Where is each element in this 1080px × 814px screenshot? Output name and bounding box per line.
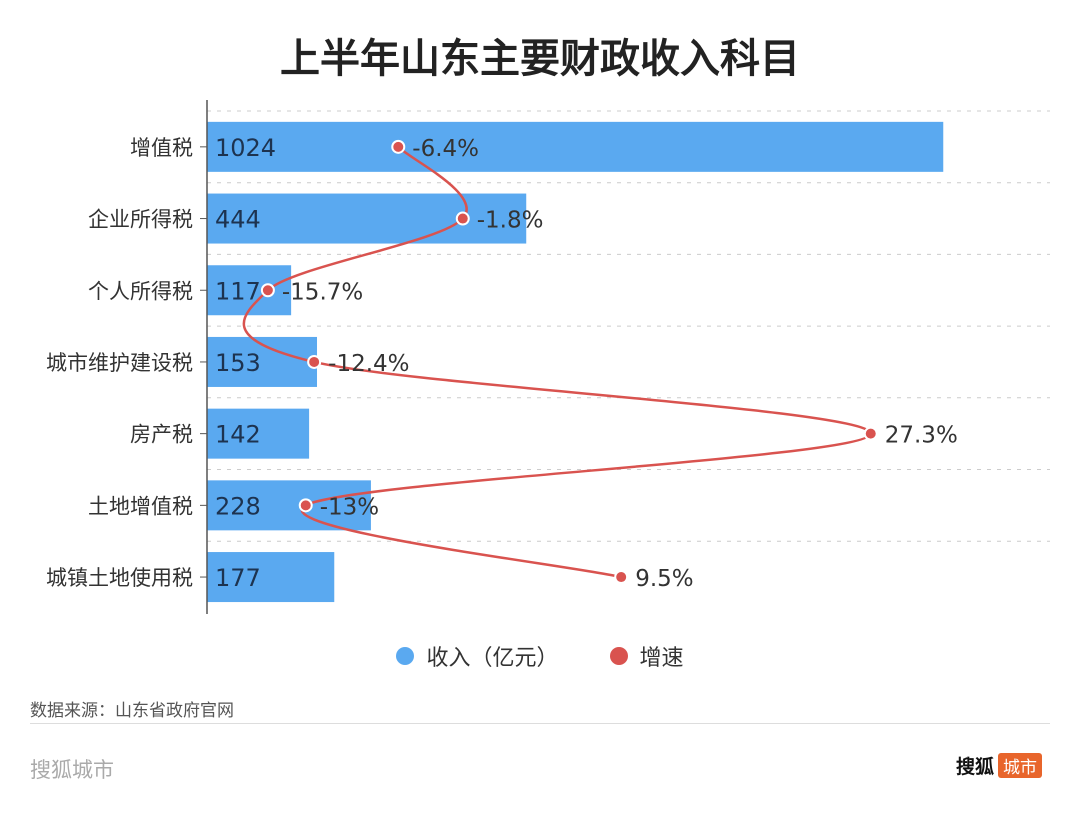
bar-value-label: 177 xyxy=(215,564,261,592)
growth-point xyxy=(455,211,470,226)
bar xyxy=(207,121,944,172)
brand-logo-tag: 城市 xyxy=(998,753,1043,778)
growth-point xyxy=(614,570,629,585)
growth-point xyxy=(298,498,313,513)
divider xyxy=(30,723,1050,724)
growth-value-label: 9.5% xyxy=(635,566,693,592)
growth-point xyxy=(307,354,322,369)
bar-value-label: 444 xyxy=(215,206,261,234)
growth-value-label: 27.3% xyxy=(885,423,958,449)
brand-text: 搜狐城市 xyxy=(30,758,114,782)
growth-value-label: -13% xyxy=(320,494,379,520)
legend-item-growth[interactable]: 增速 xyxy=(609,640,684,672)
bar-value-label: 1024 xyxy=(215,134,276,162)
category-label: 土地增值税 xyxy=(88,494,193,518)
chart-plot: 增值税 1024 企业所得税 444 个人所得税 117 城市维护建设税 153 房产税 142 土… xyxy=(46,100,1050,614)
bar xyxy=(207,552,335,603)
bar-value-label: 153 xyxy=(215,349,261,377)
brand-logo: 搜狐 城市 xyxy=(956,752,1043,779)
growth-point xyxy=(260,283,275,298)
growth-point xyxy=(391,139,406,154)
category-label: 房产税 xyxy=(130,423,193,447)
bar xyxy=(207,265,292,316)
legend-label: 收入（亿元） xyxy=(426,646,559,671)
growth-point xyxy=(863,426,878,441)
growth-value-label: -1.8% xyxy=(477,208,544,234)
legend-label: 增速 xyxy=(639,646,684,671)
category-label: 增值税 xyxy=(130,136,193,160)
category-label: 个人所得税 xyxy=(88,279,193,303)
growth-value-label: -6.4% xyxy=(412,136,479,162)
growth-value-label: -15.7% xyxy=(282,279,363,305)
bar xyxy=(207,480,371,531)
category-label: 城市维护建设税 xyxy=(46,351,193,375)
bar-value-label: 142 xyxy=(215,421,261,449)
chart-title: 上半年山东主要财政收入科目 xyxy=(280,36,800,82)
source-note: 数据来源：山东省政府官网 xyxy=(30,701,234,721)
category-label: 企业所得税 xyxy=(88,208,193,232)
legend-swatch-icon xyxy=(396,647,415,665)
category-label: 城镇土地使用税 xyxy=(46,566,193,590)
bar-value-label: 117 xyxy=(215,277,261,305)
growth-value-label: -12.4% xyxy=(328,351,409,377)
brand-logo-name: 搜狐 xyxy=(956,756,995,778)
bar-value-label: 228 xyxy=(215,492,261,520)
legend-swatch-icon xyxy=(609,647,628,665)
legend: 收入（亿元） 增速 xyxy=(0,640,1080,672)
legend-item-income[interactable]: 收入（亿元） xyxy=(396,640,559,672)
bar xyxy=(207,193,527,244)
bar xyxy=(207,408,310,459)
